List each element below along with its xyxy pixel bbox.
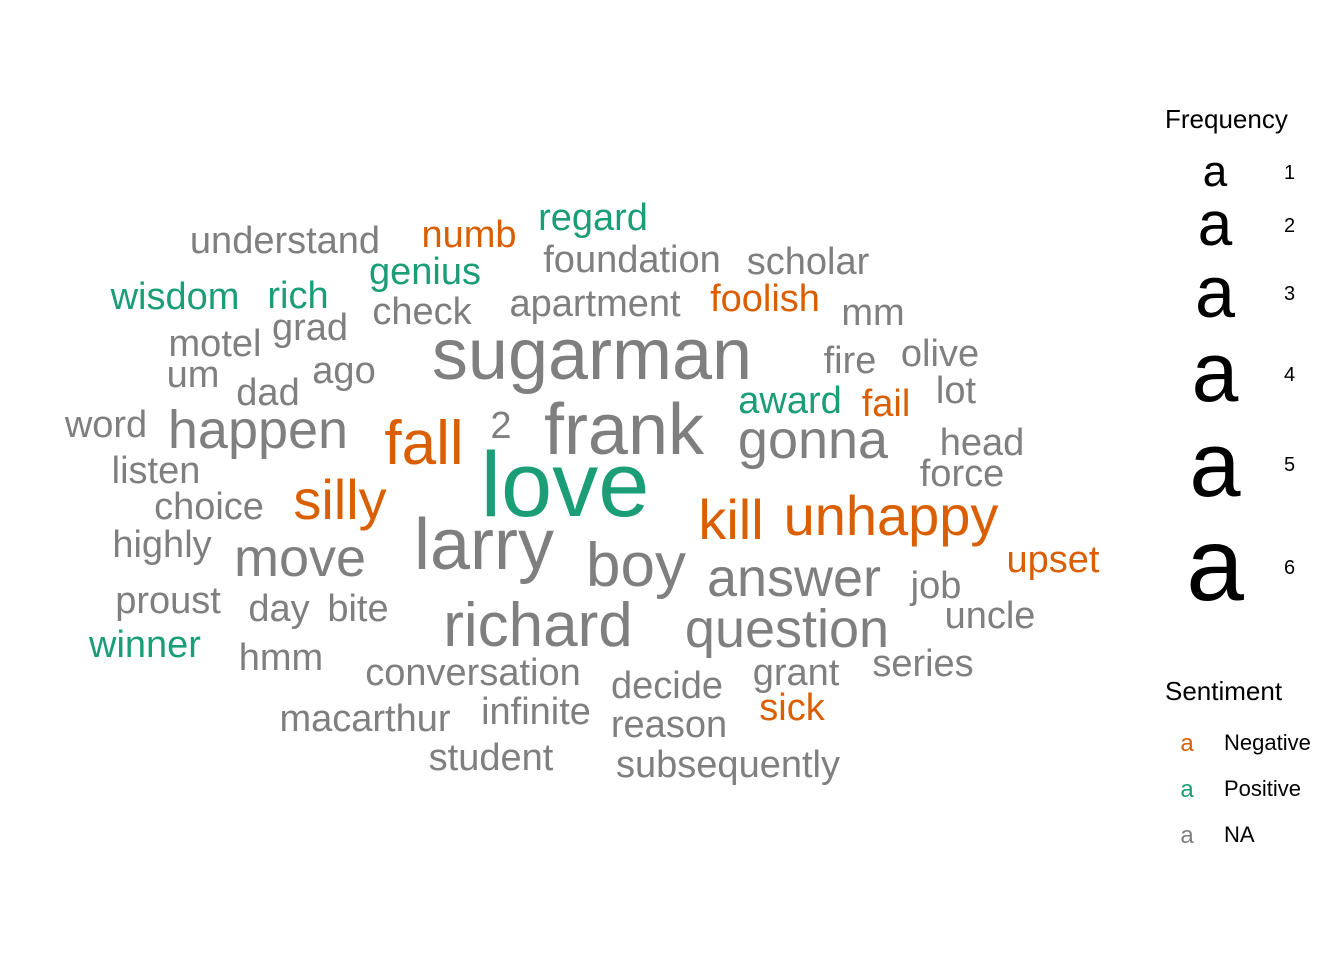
sentiment-legend-title: Sentiment <box>1165 676 1283 706</box>
word-decide: decide <box>611 665 723 707</box>
frequency-legend-title: Frequency <box>1165 104 1288 134</box>
word-ago: ago <box>312 350 375 392</box>
word-day: day <box>248 588 309 630</box>
word-upset: upset <box>1007 539 1100 581</box>
sentiment-key-label-negative: Negative <box>1224 730 1311 755</box>
word-word: word <box>64 404 147 446</box>
word-subsequently: subsequently <box>616 744 840 786</box>
word-reason: reason <box>611 704 727 746</box>
word-frank: frank <box>544 390 705 470</box>
word-student: student <box>429 737 554 779</box>
word-rich: rich <box>267 275 328 317</box>
frequency-key-label-1: 1 <box>1284 162 1295 184</box>
word-sick: sick <box>759 687 825 729</box>
word-choice: choice <box>154 486 264 528</box>
word-check: check <box>372 291 472 333</box>
sentiment-key-label-positive: Positive <box>1224 776 1301 801</box>
word-listen: listen <box>112 450 201 492</box>
word-grad: grad <box>272 307 348 349</box>
word-love: love <box>481 434 650 536</box>
word-silly: silly <box>293 468 386 531</box>
word-move: move <box>234 528 366 588</box>
word-fall: fall <box>384 409 463 478</box>
sentiment-key-label-na: NA <box>1224 822 1255 847</box>
word-larry: larry <box>414 505 554 585</box>
word-proust: proust <box>115 580 221 622</box>
frequency-key-glyph-6: a <box>1186 507 1244 623</box>
word-genius: genius <box>369 251 481 293</box>
word-foolish: foolish <box>710 278 820 320</box>
sentiment-key-glyph-negative: a <box>1180 730 1194 757</box>
word-force: force <box>920 453 1004 495</box>
frequency-key-label-3: 3 <box>1284 283 1295 305</box>
word-head: head <box>940 422 1025 464</box>
word-fail: fail <box>862 383 911 425</box>
sentiment-key-glyph-positive: a <box>1180 776 1194 803</box>
word-unhappy: unhappy <box>784 484 999 547</box>
legend: Frequency a 1 a 2 a 3 a 4 a 5 a 6 Sentiment a Negati… <box>1165 104 1311 849</box>
word-um: um <box>167 354 220 396</box>
frequency-key-label-2: 2 <box>1284 215 1295 237</box>
word-olive: olive <box>901 333 979 375</box>
frequency-key-glyph-3: a <box>1195 253 1236 333</box>
word-happen: happen <box>168 400 348 460</box>
sentiment-legend-keys: a Negative a Positive a NA <box>1180 730 1311 849</box>
word-award: award <box>738 380 842 422</box>
word-numb: numb <box>421 214 516 256</box>
word-hmm: hmm <box>239 637 323 679</box>
word-apartment: apartment <box>509 283 681 325</box>
word-motel: motel <box>169 323 262 365</box>
word-macarthur: macarthur <box>279 698 450 740</box>
word-understand: understand <box>190 220 380 262</box>
word-bite: bite <box>327 588 388 630</box>
frequency-key-label-4: 4 <box>1284 364 1295 386</box>
word-regard: regard <box>538 197 648 239</box>
word-gonna: gonna <box>738 410 889 470</box>
word-2: 2 <box>490 405 511 447</box>
word-lot: lot <box>936 370 977 412</box>
word-kill: kill <box>698 488 763 551</box>
word-wisdom: wisdom <box>110 276 240 318</box>
word-question: question <box>685 599 889 659</box>
frequency-legend-keys: a 1 a 2 a 3 a 4 a 5 a 6 <box>1186 147 1295 623</box>
frequency-key-glyph-2: a <box>1198 190 1233 259</box>
frequency-key-label-5: 5 <box>1284 454 1295 476</box>
word-foundation: foundation <box>543 239 721 281</box>
word-sugarman: sugarman <box>432 315 752 395</box>
frequency-key-label-6: 6 <box>1284 557 1295 579</box>
word-infinite: infinite <box>481 691 591 733</box>
word-grant: grant <box>753 652 840 694</box>
word-scholar: scholar <box>747 241 870 283</box>
word-series: series <box>872 643 973 685</box>
frequency-key-glyph-4: a <box>1192 325 1239 419</box>
word-winner: winner <box>88 624 201 666</box>
word-uncle: uncle <box>945 595 1036 637</box>
word-conversation: conversation <box>365 652 580 694</box>
word-fire: fire <box>824 340 877 382</box>
frequency-key-glyph-5: a <box>1189 414 1241 516</box>
word-job: job <box>910 565 962 607</box>
word-answer: answer <box>707 548 881 608</box>
word-richard: richard <box>443 591 633 660</box>
word-boy: boy <box>586 531 686 600</box>
word-highly: highly <box>112 524 211 566</box>
word-dad: dad <box>236 372 299 414</box>
sentiment-key-glyph-na: a <box>1180 822 1194 849</box>
word-mm: mm <box>841 292 904 334</box>
frequency-key-glyph-1: a <box>1203 147 1228 196</box>
